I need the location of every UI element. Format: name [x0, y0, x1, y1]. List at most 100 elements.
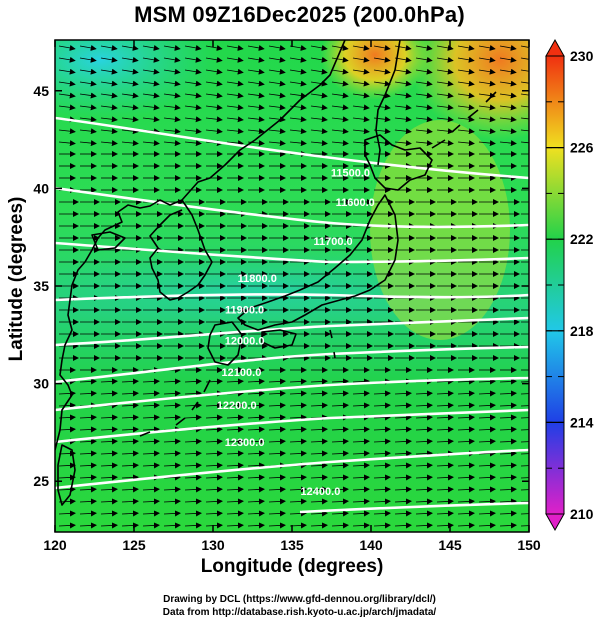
wind-arrow [79, 56, 97, 63]
wind-arrow [373, 510, 391, 517]
wind-arrow [289, 390, 307, 397]
wind-arrow [79, 44, 97, 51]
wind-arrow [478, 474, 496, 481]
wind-arrow [247, 44, 265, 51]
colorbar: 210 214 218 222 226 230 [545, 38, 594, 532]
wind-arrow [247, 426, 265, 433]
wind-arrow [289, 438, 307, 445]
wind-arrow [457, 56, 475, 63]
wind-arrow [100, 462, 118, 469]
wind-arrow [499, 522, 517, 529]
wind-arrow [499, 414, 517, 421]
wind-arrow [268, 402, 286, 409]
wind-arrow [79, 462, 97, 469]
wind-arrow [310, 80, 328, 87]
wind-arrow [79, 68, 97, 75]
wind-arrow [268, 438, 286, 445]
wind-arrow [331, 56, 349, 63]
wind-arrow [436, 128, 454, 135]
wind-arrow [142, 116, 160, 123]
wind-vectors [58, 44, 529, 529]
wind-arrow [226, 438, 244, 445]
wind-arrow [226, 140, 244, 147]
wind-arrow [394, 92, 412, 99]
wind-arrow [457, 116, 475, 123]
wind-arrow [331, 68, 349, 75]
wind-arrow [226, 92, 244, 99]
wind-arrow [499, 378, 517, 385]
wind-arrow [457, 378, 475, 385]
wind-arrow [121, 450, 139, 457]
wind-arrow [352, 80, 370, 87]
wind-arrow [226, 426, 244, 433]
wind-arrow [247, 462, 265, 469]
colorbar-tick-label: 226 [570, 140, 594, 156]
wind-arrow [352, 390, 370, 397]
wind-arrow [373, 68, 391, 75]
wind-arrow [226, 68, 244, 75]
wind-arrow [247, 414, 265, 421]
wind-arrow [499, 44, 517, 51]
wind-arrow [142, 510, 160, 517]
wind-arrow [58, 510, 76, 517]
wind-arrow [121, 116, 139, 123]
wind-arrow [352, 92, 370, 99]
wind-arrow [394, 438, 412, 445]
height-contour [55, 241, 529, 264]
colorbar-tick-label: 214 [570, 414, 594, 430]
wind-arrow [184, 68, 202, 75]
wind-arrow [394, 486, 412, 493]
wind-arrow [415, 426, 433, 433]
wind-arrow [163, 140, 181, 147]
wind-arrow [289, 474, 307, 481]
wind-arrow [268, 426, 286, 433]
wind-arrow [79, 438, 97, 445]
wind-arrow [205, 426, 223, 433]
wind-arrow [226, 498, 244, 505]
height-contour [55, 345, 529, 384]
wind-arrow [310, 474, 328, 481]
wind-arrow [247, 378, 265, 385]
wind-arrow [100, 80, 118, 87]
wind-arrow [121, 140, 139, 147]
wind-arrow [268, 450, 286, 457]
wind-arrow [457, 474, 475, 481]
wind-arrow [373, 426, 391, 433]
wind-arrow [310, 104, 328, 111]
wind-arrow [415, 390, 433, 397]
wind-arrow [289, 498, 307, 505]
wind-arrow [373, 80, 391, 87]
wind-arrow [436, 390, 454, 397]
wind-arrow [100, 522, 118, 529]
wind-arrow [331, 402, 349, 409]
wind-arrow [121, 438, 139, 445]
wind-arrow [79, 128, 97, 135]
wind-arrow [100, 414, 118, 421]
wind-arrow [289, 68, 307, 75]
wind-arrow [58, 80, 76, 87]
wind-arrow [499, 450, 517, 457]
wind-arrow [373, 402, 391, 409]
wind-arrow [289, 450, 307, 457]
wind-arrow [142, 44, 160, 51]
wind-arrow [373, 414, 391, 421]
wind-arrow [436, 44, 454, 51]
wind-arrow [205, 510, 223, 517]
wind-arrow [478, 462, 496, 469]
colorbar-max-triangle [545, 38, 565, 57]
colorbar-tick-label: 218 [570, 323, 594, 339]
wind-arrow [436, 140, 454, 147]
wind-arrow [478, 438, 496, 445]
wind-arrow [373, 140, 391, 147]
wind-arrow [247, 510, 265, 517]
wind-arrow [352, 462, 370, 469]
wind-arrow [142, 486, 160, 493]
wind-arrow [352, 56, 370, 63]
wind-arrow [142, 450, 160, 457]
wind-arrow [58, 390, 76, 397]
wind-arrow [142, 80, 160, 87]
wind-arrow [352, 486, 370, 493]
wind-arrow [121, 68, 139, 75]
wind-arrow [457, 510, 475, 517]
